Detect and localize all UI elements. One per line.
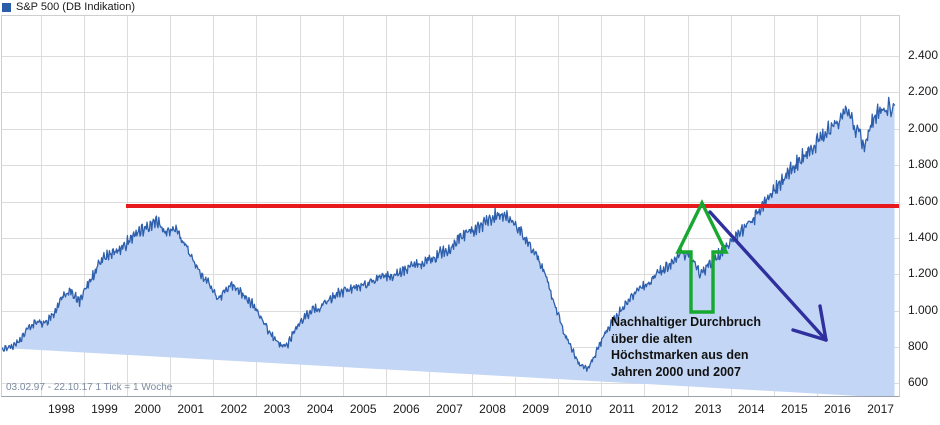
x-axis-label: 2008 xyxy=(479,402,506,416)
x-axis-label: 2009 xyxy=(522,402,550,416)
x-axis-label: 2010 xyxy=(565,402,593,416)
y-axis-label: 2.000 xyxy=(908,120,939,135)
y-axis-label: 1.400 xyxy=(908,229,939,244)
plot-area[interactable]: 03.02.97 - 22.10.17 1 Tick = 1 Woche xyxy=(1,15,900,397)
x-axis-label: 2002 xyxy=(220,402,248,416)
annotation-line-1: Nachhaltiger Durchbruch xyxy=(611,315,762,329)
chart-footer-info: 03.02.97 - 22.10.17 1 Tick = 1 Woche xyxy=(6,382,173,393)
y-axis-label: 1.600 xyxy=(908,193,939,208)
resistance-line xyxy=(126,203,899,208)
y-axis-label: 800 xyxy=(908,339,929,354)
x-axis-label: 2017 xyxy=(867,402,894,416)
x-axis-label: 2005 xyxy=(349,402,377,416)
x-axis-label: 2013 xyxy=(694,402,722,416)
y-axis-label: 2.400 xyxy=(908,48,939,63)
x-axis-label: 2000 xyxy=(134,402,161,416)
series-color-swatch xyxy=(2,3,11,12)
x-axis-label: 2011 xyxy=(608,402,635,416)
x-axis-label: 2014 xyxy=(737,402,765,416)
annotation-line-3: Höchstmarken aus den xyxy=(611,348,749,362)
y-axis-label: 1.200 xyxy=(908,266,939,281)
y-axis: 2.400 2.200 2.000 1.800 1.600 1.400 1.200 1.000… xyxy=(902,15,940,397)
x-axis: 1998 1999 2000 2001 2002 2003 2004 2005 2006 2007… xyxy=(1,399,900,421)
y-axis-label: 1.800 xyxy=(908,157,939,172)
annotation-text: Nachhaltiger Durchbruch über die alten H… xyxy=(611,314,761,380)
chart-header: S&P 500 (DB Indikation) xyxy=(0,0,940,15)
x-axis-label: 2006 xyxy=(392,402,420,416)
chart-title: S&P 500 (DB Indikation) xyxy=(16,1,136,13)
x-axis-label: 2001 xyxy=(177,402,205,416)
x-axis-label: 2004 xyxy=(306,402,334,416)
x-axis-label: 2016 xyxy=(824,402,851,416)
x-axis-label: 2007 xyxy=(436,402,463,416)
x-axis-label: 1998 xyxy=(48,402,75,416)
x-axis-label: 2015 xyxy=(781,402,808,416)
x-axis-label: 1999 xyxy=(91,402,118,416)
x-axis-label: 2012 xyxy=(651,402,679,416)
y-axis-label: 2.200 xyxy=(908,84,939,99)
annotation-line-2: über die alten xyxy=(611,331,693,346)
y-axis-label: 600 xyxy=(908,375,929,390)
y-axis-label: 1.000 xyxy=(908,302,939,317)
x-axis-label: 2003 xyxy=(263,402,291,416)
annotation-line-4: Jahren 2000 und 2007 xyxy=(611,364,741,379)
